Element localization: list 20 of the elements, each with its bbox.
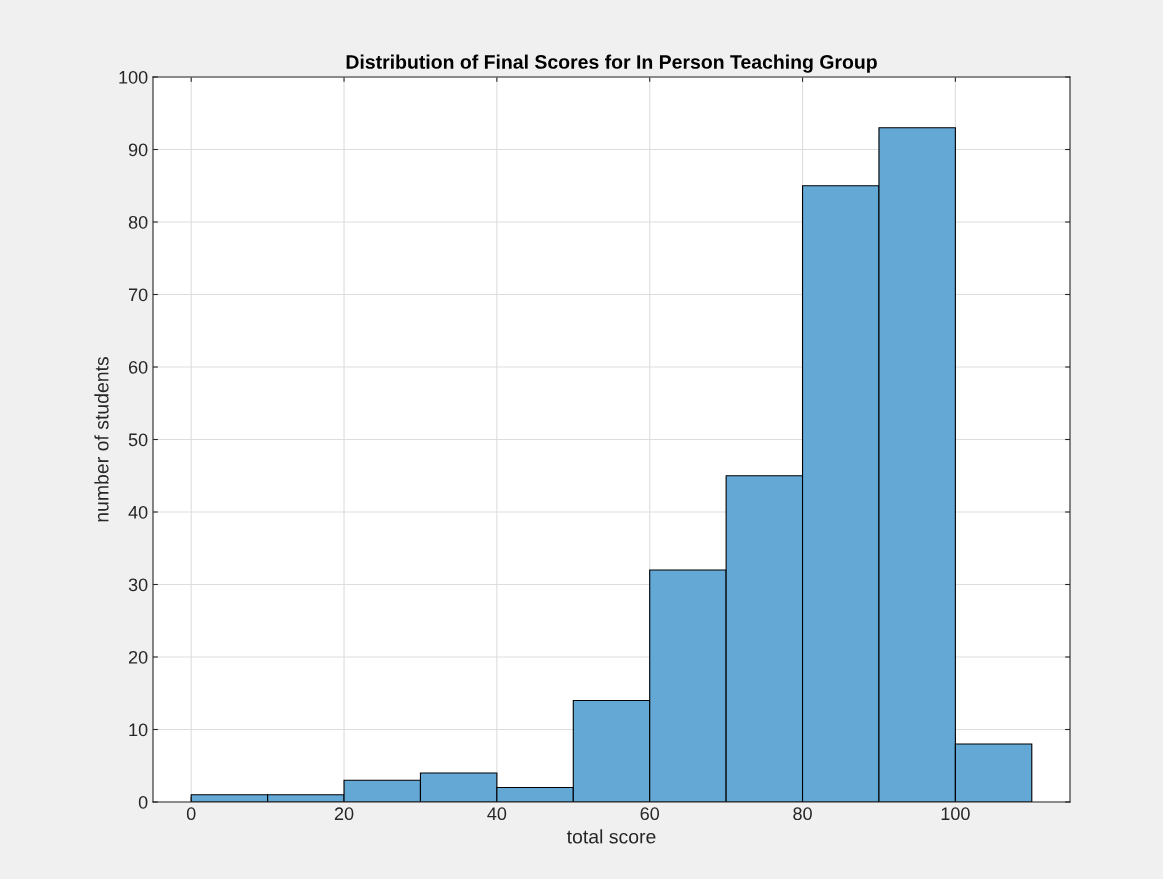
y-tick-label: 20 <box>128 650 148 664</box>
x-tick-label: 0 <box>186 807 196 821</box>
y-tick-label: 90 <box>128 143 148 157</box>
y-tick-label: 70 <box>128 288 148 302</box>
x-tick-label: 20 <box>334 807 354 821</box>
y-tick-label: 10 <box>129 723 148 737</box>
x-tick-label: 60 <box>640 807 660 821</box>
y-axis-title: number of students <box>94 356 109 522</box>
y-tick-label: 30 <box>128 578 148 592</box>
x-tick-label: 100 <box>941 807 970 821</box>
x-tick-label: 40 <box>487 807 507 821</box>
y-tick-label: 50 <box>128 433 148 447</box>
chart-title: Distribution of Final Scores for In Person Teaching Group <box>346 54 877 73</box>
x-tick-label: 80 <box>793 807 812 821</box>
y-tick-label: 80 <box>128 215 148 229</box>
y-tick-label: 100 <box>119 70 148 84</box>
y-tick-label: 60 <box>128 360 148 374</box>
y-tick-label: 40 <box>128 505 148 519</box>
x-axis-title: total score <box>566 829 656 844</box>
y-tick-label: 0 <box>138 795 148 809</box>
